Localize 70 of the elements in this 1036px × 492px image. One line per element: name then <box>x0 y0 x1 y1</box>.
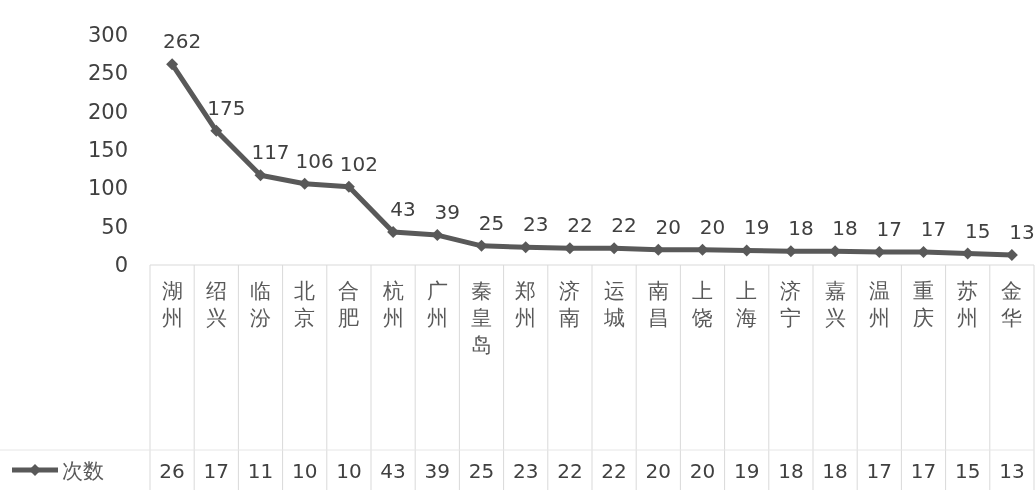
y-tick-label: 0 <box>114 253 128 277</box>
data-label: 20 <box>699 214 726 239</box>
category: 绍兴 <box>205 279 227 330</box>
data-label: 13 <box>1009 220 1035 245</box>
data-label: 106 <box>295 148 334 173</box>
category: 合肥 <box>338 279 360 330</box>
text: 18 <box>778 459 804 483</box>
data-label: 17 <box>876 216 903 241</box>
data-label: 17 <box>920 216 947 241</box>
data-label: 25 <box>478 210 505 235</box>
data-label: 102 <box>339 151 378 176</box>
category: 嘉兴 <box>824 279 846 330</box>
text: 26 <box>159 459 185 483</box>
point <box>210 124 223 137</box>
data-label: 23 <box>522 212 549 237</box>
text: 17 <box>203 459 230 483</box>
data-label: 22 <box>611 213 637 238</box>
text: 20 <box>689 459 716 483</box>
data-label: 22 <box>567 213 593 238</box>
category: 郑州 <box>515 279 537 330</box>
category: 济南 <box>559 279 581 330</box>
category: 上饶 <box>692 279 713 330</box>
text: 11 <box>247 459 274 483</box>
category: 秦皇岛 <box>471 279 492 357</box>
y-tick-label: 150 <box>87 138 128 162</box>
text: 39 <box>424 459 451 483</box>
y-tick-label: 300 <box>87 23 128 47</box>
category: 重庆 <box>913 279 934 330</box>
data-label: 18 <box>788 216 814 241</box>
text: 17 <box>866 459 893 483</box>
text: 22 <box>601 459 627 483</box>
category: 广州 <box>426 279 448 330</box>
data-label: 117 <box>251 140 290 165</box>
category: 运城 <box>603 279 625 330</box>
y-tick-label: 200 <box>87 99 128 124</box>
data-label: 18 <box>832 216 858 241</box>
text: 23 <box>512 459 539 483</box>
text: 43 <box>380 459 406 483</box>
point <box>166 58 179 71</box>
data-label: 262 <box>163 29 202 54</box>
category: 杭州 <box>382 279 404 330</box>
legend-label: 次数 <box>62 459 104 483</box>
y-tick-label: 50 <box>101 214 128 239</box>
category: 北京 <box>294 279 316 330</box>
text: 22 <box>557 459 583 483</box>
text: 13 <box>999 459 1025 483</box>
text: 19 <box>733 459 760 483</box>
text: 10 <box>291 459 318 483</box>
data-label: 43 <box>390 197 416 222</box>
category: 济宁 <box>780 279 802 330</box>
text: 10 <box>336 459 362 483</box>
data-label: 20 <box>655 214 682 239</box>
text: 25 <box>468 459 495 483</box>
category: 湖州 <box>161 279 183 330</box>
data-label: 39 <box>434 200 461 225</box>
category: 温州 <box>868 279 890 330</box>
category: 苏州 <box>957 279 979 330</box>
y-tick-label: 250 <box>87 61 128 86</box>
y-tick-label: 100 <box>87 176 128 201</box>
category: 金华 <box>1001 279 1023 330</box>
text: 17 <box>910 459 937 483</box>
category: 临汾 <box>250 279 271 330</box>
text: 20 <box>645 459 672 483</box>
category: 上海 <box>736 279 758 330</box>
data-label: 175 <box>207 95 246 120</box>
data-label: 19 <box>743 215 770 240</box>
data-label: 15 <box>964 218 991 243</box>
category: 南昌 <box>647 279 669 330</box>
text: 18 <box>822 459 848 483</box>
text: 15 <box>954 459 981 483</box>
